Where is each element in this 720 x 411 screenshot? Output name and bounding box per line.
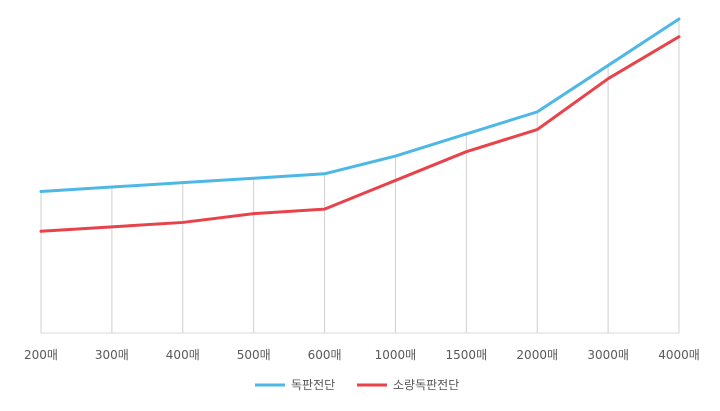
x-tick-label: 4000매 (658, 348, 700, 362)
x-tick-label: 1000매 (375, 348, 417, 362)
legend-label: 독판전단 (291, 378, 335, 392)
legend-label: 소량독판전단 (393, 378, 459, 392)
legend: 독판전단 소량독판전단 (255, 378, 459, 392)
category-drop-lines (40, 19, 680, 333)
x-tick-label: 300매 (95, 348, 129, 362)
x-tick-label: 3000매 (587, 348, 629, 362)
x-tick-label: 400매 (166, 348, 200, 362)
series-line (39, 35, 681, 233)
x-tick-label: 1500매 (446, 348, 488, 362)
series-line (39, 17, 681, 193)
x-tick-label: 600매 (308, 348, 342, 362)
x-tick-label: 2000매 (516, 348, 558, 362)
x-tick-labels: 200매 300매 400매 500매 600매 1000매 1500매 2000매 3000매… (24, 348, 700, 362)
x-tick-label: 200매 (24, 348, 58, 362)
x-tick-label: 500매 (237, 348, 271, 362)
series-lines (39, 17, 681, 233)
